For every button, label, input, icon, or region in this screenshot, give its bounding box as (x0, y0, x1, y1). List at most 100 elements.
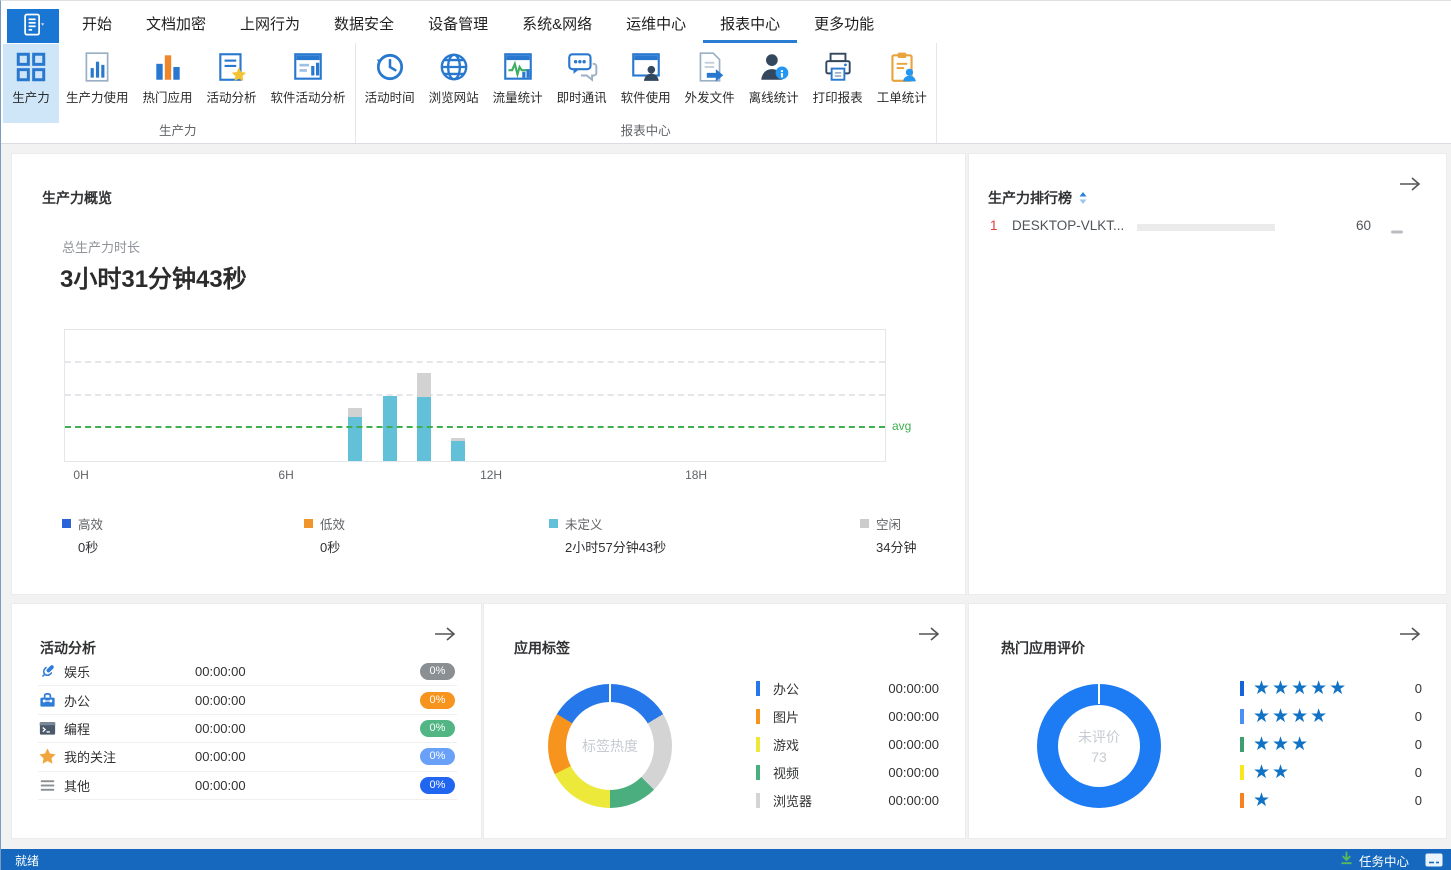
productivity-bar-chart (64, 329, 886, 462)
tag-color-tick (756, 736, 760, 752)
ribbon-button-chat[interactable]: 即时通讯 (550, 44, 614, 123)
tag-legend-row[interactable]: 浏览器 00:00:00 (756, 786, 939, 814)
ribbon-button-person-info[interactable]: 离线统计 (742, 44, 806, 123)
ribbon-button-printer[interactable]: 打印报表 (806, 44, 870, 123)
open-tags-arrow-icon[interactable] (917, 626, 941, 642)
ribbon-button-grid[interactable]: 生产力 (3, 44, 59, 123)
ribbon-button-bars-colored[interactable]: 热门应用 (136, 44, 200, 123)
activity-percent-badge: 0% (420, 691, 455, 709)
rating-color-tick (1240, 680, 1244, 696)
tab-8[interactable]: 报表中心 (703, 10, 798, 43)
activity-row[interactable]: 我的关注 00:00:00 0% (38, 743, 457, 772)
open-activity-arrow-icon[interactable] (433, 626, 457, 642)
gridline (65, 360, 885, 363)
activity-percent-badge: 0% (420, 748, 455, 766)
window-person-icon (629, 50, 663, 84)
tab-2[interactable]: 文档加密 (146, 16, 207, 33)
rating-row-5-star[interactable]: ★★★★★ 0 (1240, 674, 1422, 702)
terminal-icon (38, 719, 57, 738)
tab-4[interactable]: 数据安全 (334, 16, 395, 33)
grid-icon (14, 50, 48, 84)
legend-item: 未定义 (549, 514, 603, 533)
device-name: DESKTOP-VLKT... (1012, 218, 1125, 233)
ribbon-group-label: 报表中心 (620, 124, 671, 138)
activity-row[interactable]: 其他 00:00:00 0% (38, 772, 457, 800)
person-info-icon (757, 50, 791, 84)
score-bar (1137, 224, 1275, 231)
ribbon-button-doc-star[interactable]: 活动分析 (200, 44, 264, 123)
rank-number: 1 (990, 218, 998, 233)
ribbon-button-doc-bars[interactable]: 生产力使用 (59, 44, 136, 123)
tab-5[interactable]: 设备管理 (428, 16, 489, 33)
gridline (65, 393, 885, 396)
ribbon-button-window-bars[interactable]: 软件活动分析 (264, 44, 353, 123)
tag-legend-row[interactable]: 游戏 00:00:00 (756, 730, 939, 758)
rating-count: 0 (1414, 764, 1422, 780)
tab-7[interactable]: 运维中心 (626, 16, 687, 33)
activity-row[interactable]: 编程 00:00:00 0% (38, 715, 457, 744)
tag-legend-row[interactable]: 办公 00:00:00 (756, 674, 939, 702)
app-menu-button[interactable] (7, 9, 59, 43)
device-monitor-icon[interactable] (1425, 853, 1443, 867)
tag-label: 办公 (773, 681, 800, 697)
activity-label: 编程 (64, 721, 91, 737)
tag-heat-donut-chart: 标签热度 (548, 684, 672, 808)
tag-legend-row[interactable]: 图片 00:00:00 (756, 702, 939, 730)
ribbon-group-label: 生产力 (159, 124, 197, 138)
doc-bars-icon (80, 50, 114, 84)
activity-time: 00:00:00 (195, 749, 246, 765)
activity-label: 办公 (64, 693, 91, 709)
ribbon-button-label: 外发文件 (684, 91, 735, 105)
activity-label: 其他 (64, 778, 91, 794)
tab-9[interactable]: 更多功能 (814, 16, 875, 33)
star-icons: ★★★★ (1253, 705, 1330, 727)
activity-list: 娱乐 00:00:00 0% 办公 00:00:00 0% 编程 00:00:00 0% 我的关注… (38, 658, 457, 800)
tag-color-tick (756, 764, 760, 780)
donut-center-label: 未评价 (1078, 729, 1120, 745)
open-ranking-arrow-icon[interactable] (1398, 176, 1422, 192)
status-text: 就绪 (15, 853, 40, 868)
activity-time: 00:00:00 (195, 664, 246, 680)
ribbon-button-window-person[interactable]: 软件使用 (614, 44, 678, 123)
panel-title: 生产力概览 (42, 189, 112, 206)
doc-star-icon (215, 50, 249, 84)
panel-title: 生产力排行榜 (988, 188, 1088, 208)
rating-row-3-star[interactable]: ★★★ 0 (1240, 730, 1422, 758)
rating-row-1-star[interactable]: ★ 0 (1240, 786, 1422, 814)
star-icon (38, 747, 57, 766)
tag-label: 视频 (773, 765, 800, 781)
task-center-button[interactable]: 任务中心 (1339, 851, 1409, 870)
activity-time: 00:00:00 (195, 720, 246, 736)
panel-title: 应用标签 (514, 639, 570, 656)
tag-color-tick (756, 792, 760, 808)
rating-row-4-star[interactable]: ★★★★ 0 (1240, 702, 1422, 730)
ribbon-button-doc-arrow[interactable]: 外发文件 (678, 44, 742, 123)
ranking-row[interactable]: 1 DESKTOP-VLKT... 60 (969, 212, 1446, 242)
tab-1[interactable]: 开始 (82, 16, 113, 33)
tab-3[interactable]: 上网行为 (240, 16, 301, 33)
panel-title: 活动分析 (40, 639, 96, 656)
legend-item: 高效 (62, 514, 103, 533)
activity-row[interactable]: 办公 00:00:00 0% (38, 686, 457, 715)
activity-percent-badge: 0% (420, 719, 455, 737)
x-tick-0H: 0H (73, 468, 89, 482)
ribbon-button-clipboard-person[interactable]: 工单统计 (870, 44, 934, 123)
legend-swatch (860, 519, 869, 528)
rating-row-2-star[interactable]: ★★ 0 (1240, 758, 1422, 786)
legend-item: 空闲 (860, 514, 901, 533)
ribbon-tabs: 开始 文档加密 上网行为 数据安全 设备管理 系统&网络 运维中心 报表中心 更多功能 (65, 10, 891, 43)
activity-row[interactable]: 娱乐 00:00:00 0% (38, 658, 457, 687)
tab-6[interactable]: 系统&网络 (522, 16, 593, 33)
rating-color-tick (1240, 736, 1244, 752)
ribbon-button-window-pulse[interactable]: 流量统计 (486, 44, 550, 123)
ratings-donut-chart: 未评价 73 (1037, 684, 1161, 808)
ribbon-button-clock[interactable]: 活动时间 (358, 44, 422, 123)
legend-swatch (549, 519, 558, 528)
tag-legend-row[interactable]: 视频 00:00:00 (756, 758, 939, 786)
ribbon-button-globe[interactable]: 浏览网站 (422, 44, 486, 123)
panel-productivity-ranking: 生产力排行榜 1 DESKTOP-VLKT... 60 (968, 153, 1447, 595)
sort-icon[interactable] (1078, 191, 1088, 208)
ribbon-button-label: 生产力使用 (66, 91, 129, 105)
ribbon-button-label: 生产力 (12, 91, 50, 105)
open-ratings-arrow-icon[interactable] (1398, 626, 1422, 642)
